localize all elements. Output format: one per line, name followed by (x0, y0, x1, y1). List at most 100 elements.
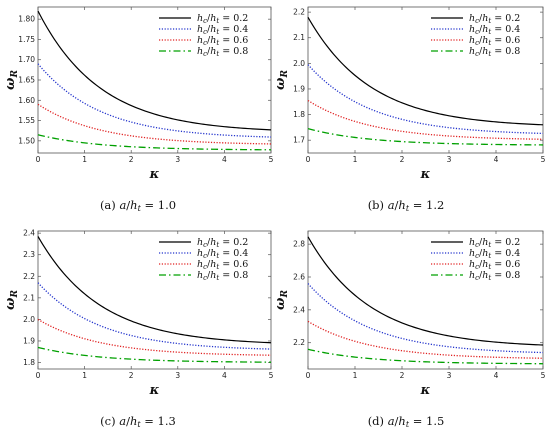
legend-label: hc/ht = 0.2 (469, 237, 520, 249)
y-tick-label: 2.0 (23, 315, 35, 324)
x-tick-label: 0 (36, 371, 41, 380)
x-tick-label: 1 (82, 155, 87, 164)
y-tick-label: 2.3 (23, 250, 35, 259)
chart-panel: 0 1 2 3 4 5 1.50 1.55 1.60 1.65 1.70 1.75 1.80 κ ωR hc/… (3, 6, 274, 213)
x-tick-label: 4 (494, 155, 499, 164)
x-axis-label: κ (149, 383, 160, 398)
series-line (37, 103, 272, 145)
legend-label: hc/ht = 0.2 (197, 13, 248, 25)
series-line (307, 128, 544, 146)
x-tick-label: 3 (175, 155, 180, 164)
series-line (307, 99, 544, 140)
plot-frame (307, 6, 544, 154)
chart-panel: 0 1 2 3 4 5 1.8 1.9 2.0 2.1 2.2 2.3 2.4 κ ωR hc/ht = 0.… (3, 229, 274, 429)
x-tick-label: 2 (129, 371, 134, 380)
x-tick-label: 5 (541, 371, 546, 380)
series-line (307, 320, 544, 359)
y-tick-label: 1.55 (18, 116, 35, 125)
series-line (37, 282, 272, 350)
x-tick-label: 3 (447, 155, 452, 164)
y-tick-label: 2.8 (293, 240, 305, 249)
x-tick-label: 0 (36, 155, 41, 164)
legend-label: hc/ht = 0.8 (197, 46, 248, 58)
legend-label: hc/ht = 0.4 (197, 24, 248, 36)
x-axis-label: κ (420, 383, 431, 398)
series-line (307, 236, 544, 346)
series-line (307, 64, 544, 135)
y-tick-label: 2.2 (293, 8, 305, 17)
legend-label: hc/ht = 0.8 (469, 270, 520, 282)
y-tick-label: 2.1 (293, 33, 305, 42)
y-tick-label: 1.7 (293, 136, 305, 145)
y-tick-label: 2.4 (293, 305, 305, 314)
y-tick-label: 1.65 (18, 76, 35, 85)
series-line (307, 283, 544, 354)
plot-frame (37, 230, 272, 370)
y-tick-label: 2.2 (293, 338, 305, 347)
y-axis-label: ωR (3, 70, 20, 90)
y-tick-label: 1.60 (18, 96, 35, 105)
y-axis-label: ωR (273, 290, 290, 310)
plot-frame (307, 230, 544, 370)
legend-label: hc/ht = 0.8 (469, 46, 520, 58)
x-tick-label: 3 (175, 371, 180, 380)
y-tick-label: 2.1 (23, 293, 35, 302)
x-tick-label: 0 (306, 371, 311, 380)
y-tick-label: 2.4 (23, 229, 35, 238)
legend-label: hc/ht = 0.2 (469, 13, 520, 25)
legend-label: hc/ht = 0.8 (197, 270, 248, 282)
x-tick-label: 1 (353, 155, 358, 164)
series-line (37, 63, 272, 138)
legend-label: hc/ht = 0.4 (469, 24, 520, 36)
series-line (37, 134, 272, 151)
x-tick-label: 4 (222, 371, 227, 380)
series-line (37, 346, 272, 363)
panel-caption: (b) a/ht = 1.2 (368, 198, 445, 213)
y-tick-label: 2.6 (293, 273, 305, 282)
x-tick-label: 1 (353, 371, 358, 380)
x-tick-label: 2 (400, 371, 405, 380)
x-axis-label: κ (149, 167, 160, 182)
series-line (37, 236, 272, 344)
panel-caption: (d) a/ht = 1.5 (368, 414, 445, 429)
x-tick-label: 4 (222, 155, 227, 164)
x-tick-label: 0 (306, 155, 311, 164)
y-tick-label: 1.50 (18, 136, 35, 145)
x-tick-label: 5 (269, 371, 274, 380)
y-axis-label: ωR (3, 290, 20, 310)
y-tick-label: 1.9 (23, 336, 35, 345)
x-tick-label: 1 (82, 371, 87, 380)
y-tick-label: 1.70 (18, 55, 35, 64)
legend-label: hc/ht = 0.4 (469, 248, 520, 260)
x-tick-label: 5 (269, 155, 274, 164)
y-tick-label: 1.75 (18, 35, 35, 44)
legend-label: hc/ht = 0.6 (197, 35, 248, 47)
series-line (307, 16, 544, 126)
y-tick-label: 2.0 (293, 59, 305, 68)
y-tick-label: 1.9 (293, 84, 305, 93)
x-tick-label: 5 (541, 155, 546, 164)
series-line (37, 10, 272, 131)
legend-label: hc/ht = 0.6 (469, 35, 520, 47)
y-tick-label: 1.8 (23, 358, 35, 367)
legend-label: hc/ht = 0.6 (469, 259, 520, 271)
series-line (307, 348, 544, 365)
x-tick-label: 2 (129, 155, 134, 164)
y-tick-label: 1.80 (18, 15, 35, 24)
y-tick-label: 2.2 (23, 272, 35, 281)
legend-label: hc/ht = 0.4 (197, 248, 248, 260)
y-tick-label: 1.8 (293, 110, 305, 119)
panel-caption: (c) a/ht = 1.3 (100, 414, 176, 429)
x-tick-label: 3 (447, 371, 452, 380)
series-line (37, 318, 272, 356)
x-axis-label: κ (420, 167, 431, 182)
x-tick-label: 2 (400, 155, 405, 164)
legend-label: hc/ht = 0.6 (197, 259, 248, 271)
legend-label: hc/ht = 0.2 (197, 237, 248, 249)
y-axis-label: ωR (273, 70, 290, 90)
panel-caption: (a) a/ht = 1.0 (100, 198, 176, 213)
x-tick-label: 4 (494, 371, 499, 380)
